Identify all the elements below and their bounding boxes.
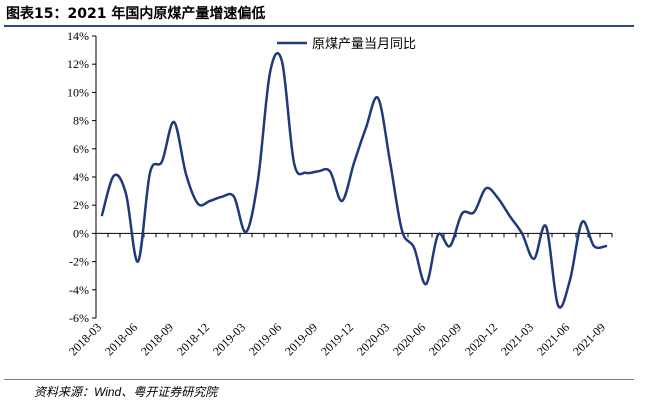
data-point	[305, 172, 307, 174]
data-point	[605, 245, 607, 247]
data-point	[281, 60, 283, 62]
y-tick-label: 4%	[73, 170, 89, 184]
data-point	[161, 160, 163, 162]
x-tick-label: 2018-06	[102, 320, 140, 358]
data-point	[185, 173, 187, 175]
data-point	[233, 196, 235, 198]
x-tick-label: 2021-06	[534, 320, 572, 358]
data-point	[401, 229, 403, 231]
title-divider	[4, 25, 634, 27]
data-point	[545, 225, 547, 227]
y-tick-label: 8%	[73, 114, 89, 128]
data-point	[317, 170, 319, 172]
x-tick-label: 2021-03	[498, 320, 536, 358]
y-tick-label: -2%	[69, 255, 89, 269]
data-point	[173, 121, 175, 123]
series-line	[100, 51, 608, 309]
x-tick-label: 2018-03	[66, 320, 104, 358]
line-chart: 14%12%10%8%6%4%2%0%-2%-4%-6% 2018-032018…	[66, 29, 613, 358]
data-point	[341, 200, 343, 202]
data-point	[137, 260, 139, 262]
chart-title: 图表15：2021 年国内原煤产量增速偏低	[6, 6, 266, 22]
x-tick-label: 2019-12	[318, 320, 356, 358]
data-point	[461, 212, 463, 214]
data-point	[497, 197, 499, 199]
data-point	[197, 203, 199, 205]
x-tick-label: 2019-09	[282, 320, 320, 358]
data-point	[209, 200, 211, 202]
x-tick-label: 2019-06	[246, 320, 284, 358]
data-point	[353, 162, 355, 164]
x-tick-label: 2019-03	[210, 320, 248, 358]
y-tick-label: 6%	[73, 142, 89, 156]
data-point	[425, 283, 427, 285]
legend-label: 原煤产量当月同比	[312, 37, 416, 52]
x-tick-label: 2018-12	[174, 320, 212, 358]
source-note: 资料来源：Wind、粤开证券研究院	[34, 385, 218, 399]
legend: 原煤产量当月同比	[277, 37, 416, 52]
data-point	[125, 193, 127, 195]
y-axis: 14% 12% 10% 8% 6% 4% 2% 0% -2% -4% -6%	[67, 29, 97, 325]
data-point	[593, 245, 595, 247]
data-point	[101, 214, 103, 216]
data-point	[329, 170, 331, 172]
data-point	[221, 196, 223, 198]
y-tick-label: 0%	[73, 226, 89, 240]
x-tick-label: 2018-09	[138, 320, 176, 358]
data-point	[509, 215, 511, 217]
x-tick-label: 2020-12	[462, 320, 500, 358]
source-divider	[4, 379, 634, 380]
y-tick-label: 12%	[67, 57, 89, 71]
data-point	[113, 174, 115, 176]
data-point	[269, 71, 271, 73]
y-tick-label: -6%	[69, 311, 89, 325]
data-point	[473, 211, 475, 213]
data-point	[365, 126, 367, 128]
data-point	[257, 179, 259, 181]
data-point	[569, 279, 571, 281]
data-point	[581, 221, 583, 223]
data-point	[413, 246, 415, 248]
x-tick-label: 2021-09	[570, 320, 608, 358]
data-point	[377, 97, 379, 99]
data-point	[245, 231, 247, 233]
data-point	[449, 245, 451, 247]
y-tick-label: 14%	[67, 29, 89, 43]
y-tick-label: 2%	[73, 198, 89, 212]
x-tick-label: 2020-03	[354, 320, 392, 358]
data-point	[521, 232, 523, 234]
data-point	[389, 160, 391, 162]
data-point	[557, 304, 559, 306]
x-tick-label: 2020-06	[390, 320, 428, 358]
series-layer	[100, 51, 608, 309]
data-point	[149, 172, 151, 174]
data-point	[485, 187, 487, 189]
y-tick-label: -4%	[69, 283, 89, 297]
data-point	[293, 162, 295, 164]
data-point	[533, 258, 535, 260]
x-tick-label: 2020-09	[426, 320, 464, 358]
data-point	[437, 234, 439, 236]
y-tick-label: 10%	[67, 85, 89, 99]
